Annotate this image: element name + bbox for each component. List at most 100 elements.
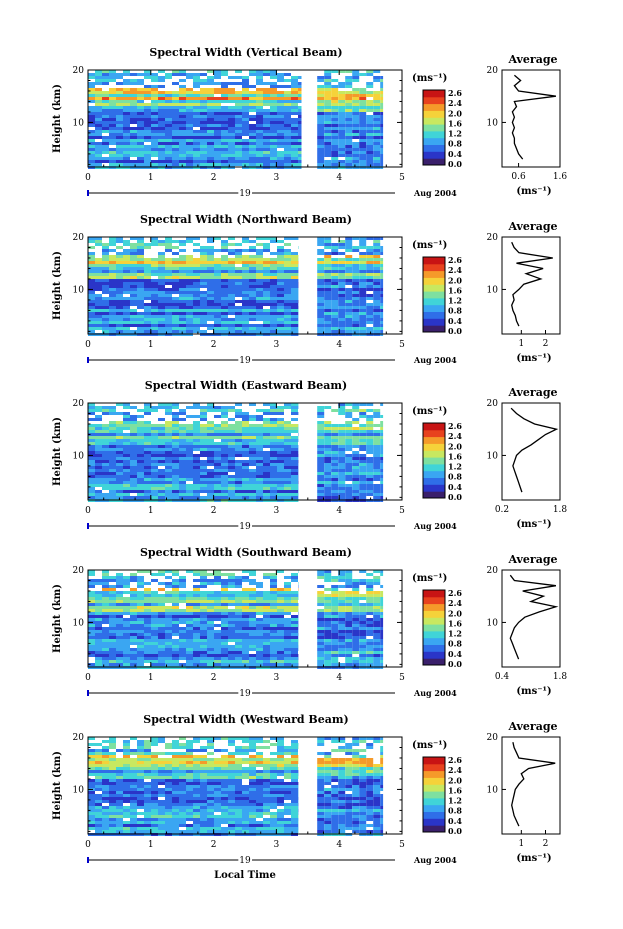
heatmap-cell <box>331 457 339 460</box>
heatmap-cell <box>95 648 102 651</box>
heatmap-cell <box>277 496 284 499</box>
heatmap-cell <box>338 115 346 118</box>
heatmap-cell <box>345 97 353 100</box>
heatmap-cell <box>179 261 186 264</box>
heatmap-cell <box>221 430 228 433</box>
heatmap-cell <box>373 609 381 612</box>
heatmap-cell <box>193 312 200 315</box>
heatmap-cell <box>228 148 235 151</box>
heatmap-cell <box>179 243 186 246</box>
heatmap-cell <box>380 481 384 484</box>
heatmap-cell <box>221 297 228 300</box>
heatmap-cell <box>102 145 109 148</box>
heatmap-cell <box>200 648 207 651</box>
heatmap-cell <box>193 615 200 618</box>
heatmap-cell <box>338 469 346 472</box>
heatmap-cell <box>249 460 256 463</box>
heatmap-cell <box>338 246 346 249</box>
heatmap-cell <box>102 606 109 609</box>
heatmap-cell <box>109 261 116 264</box>
heatmap-cell <box>95 100 102 103</box>
heatmap-cell <box>221 627 228 630</box>
heatmap-cell <box>214 603 221 606</box>
heatmap-cell <box>137 255 144 258</box>
heatmap-cell <box>228 82 235 85</box>
heatmap-cell <box>352 421 360 424</box>
heatmap-cell <box>109 469 116 472</box>
heatmap-cell <box>144 315 151 318</box>
heatmap-cell <box>221 481 228 484</box>
heatmap-cell <box>298 145 302 148</box>
heatmap-cell <box>256 327 263 330</box>
heatmap-cell <box>256 306 263 309</box>
heatmap-cell <box>144 330 151 333</box>
heatmap-cell <box>352 106 360 109</box>
heatmap-cell <box>186 493 193 496</box>
heatmap-cell <box>221 612 228 615</box>
heatmap-cell <box>235 91 242 94</box>
heatmap-cell <box>263 597 270 600</box>
heatmap-cell <box>123 496 130 499</box>
heatmap-cell <box>200 642 207 645</box>
heatmap-cell <box>270 430 277 433</box>
heatmap-cell <box>242 318 249 321</box>
heatmap-cell <box>338 579 346 582</box>
heatmap-cell <box>144 424 151 427</box>
heatmap-cell <box>324 445 332 448</box>
heatmap-cell <box>88 306 95 309</box>
heatmap-cell <box>221 594 228 597</box>
heatmap-cell <box>207 621 214 624</box>
heatmap-cell <box>317 300 325 303</box>
heatmap-cell <box>359 496 367 499</box>
heatmap-cell <box>277 627 284 630</box>
heatmap-cell <box>137 294 144 297</box>
heatmap-cell <box>165 97 172 100</box>
heatmap-cell <box>380 606 384 609</box>
heatmap-cell <box>291 267 298 270</box>
heatmap-cell <box>130 654 137 657</box>
heatmap-cell <box>235 403 242 406</box>
heatmap-cell <box>214 127 221 130</box>
heatmap-cell <box>88 151 95 154</box>
heatmap-cell <box>228 573 235 576</box>
heatmap-cell <box>130 324 137 327</box>
heatmap-cell <box>116 261 123 264</box>
heatmap-cell <box>352 127 360 130</box>
heatmap-cell <box>256 139 263 142</box>
heatmap-cell <box>158 660 165 663</box>
heatmap-cell <box>158 639 165 642</box>
heatmap-cell <box>109 615 116 618</box>
heatmap-cell <box>380 312 384 315</box>
heatmap-cell <box>331 136 339 139</box>
heatmap-cell <box>270 409 277 412</box>
heatmap-cell <box>317 597 325 600</box>
heatmap-cell <box>193 300 200 303</box>
heatmap-cell <box>277 306 284 309</box>
heatmap-cell <box>345 306 353 309</box>
heatmap-cell <box>242 624 249 627</box>
heatmap-cell <box>352 124 360 127</box>
heatmap-cell <box>366 124 374 127</box>
heatmap-cell <box>373 282 381 285</box>
colorbar-frame <box>422 89 446 166</box>
heatmap-cell <box>130 433 137 436</box>
heatmap-cell <box>235 324 242 327</box>
heatmap-cell <box>352 403 360 406</box>
heatmap-cell <box>366 303 374 306</box>
heatmap-cell <box>109 424 116 427</box>
heatmap-cell <box>88 442 95 445</box>
heatmap-cell <box>214 282 221 285</box>
heatmap-cell <box>172 282 179 285</box>
heatmap-cell <box>242 642 249 645</box>
heatmap-cell <box>144 606 151 609</box>
heatmap-cell <box>352 615 360 618</box>
heatmap-cell <box>158 261 165 264</box>
heatmap-cell <box>366 418 374 421</box>
heatmap-cell <box>214 663 221 666</box>
heatmap-cell <box>172 457 179 460</box>
heatmap-cell <box>123 130 130 133</box>
heatmap-cell <box>186 454 193 457</box>
heatmap-cell <box>338 291 346 294</box>
heatmap-cell <box>116 321 123 324</box>
heatmap-cell <box>172 654 179 657</box>
